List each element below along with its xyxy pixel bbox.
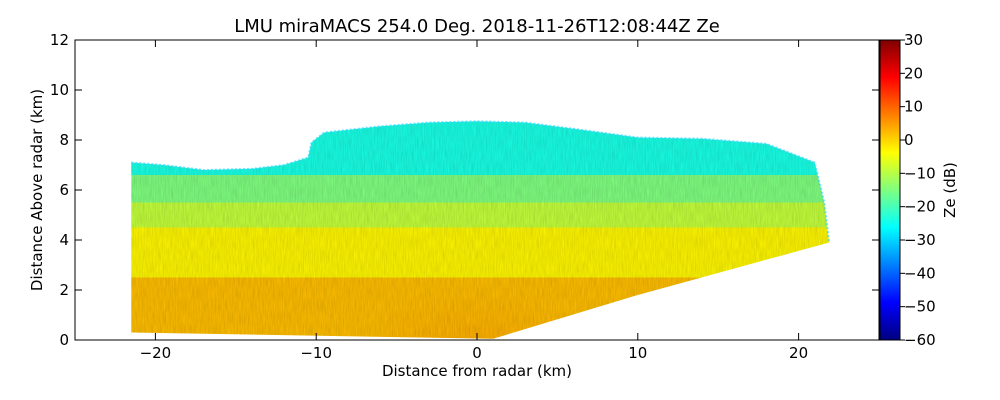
colorbar [879,39,901,341]
colorbar-tick-label: −20 [904,198,936,216]
colorbar-tick-label: 0 [904,131,914,149]
x-tick-label: −10 [300,344,332,362]
x-axis-label: Distance from radar (km) [382,362,572,380]
colorbar-tick-label: 10 [904,98,923,116]
y-tick-label: 4 [59,231,69,249]
x-tick-label: 20 [789,344,808,362]
colorbar-tick-label: −50 [904,298,936,316]
colorbar-tick-label: −10 [904,164,936,182]
chart-title: LMU miraMACS 254.0 Deg. 2018-11-26T12:08… [234,16,720,37]
echo-core [380,265,574,339]
echo-layer-2 [131,202,830,228]
echo-edge [131,120,831,243]
y-tick-label: 0 [59,331,69,349]
y-tick-label: 2 [59,281,69,299]
echo-layer-1 [131,175,830,203]
y-tick-label: 12 [50,31,69,49]
x-tick-label: −20 [140,344,172,362]
y-tick-label: 8 [59,131,69,149]
echo-layer-0 [131,121,830,176]
y-tick-label: 10 [50,81,69,99]
colorbar-tick-label: 30 [904,31,923,49]
colorbar-tick-label: −60 [904,331,936,349]
colorbar-label: Ze (dB) [941,162,959,218]
x-axis: −20 −10 0 10 20 [140,40,808,362]
y-axis-label: Distance Above radar (km) [28,89,46,291]
y-tick-label: 6 [59,181,69,199]
x-tick-label: 10 [628,344,647,362]
colorbar-tick-label: 20 [904,64,923,82]
x-tick-label: 0 [472,344,482,362]
colorbar-tick-label: −30 [904,231,936,249]
y-axis: 0 2 4 6 8 10 12 [50,31,879,349]
colorbar-tick-label: −40 [904,264,936,282]
colorbar-axis: 30 20 10 0 −10 −20 −30 −40 −50 −60 [900,31,936,349]
